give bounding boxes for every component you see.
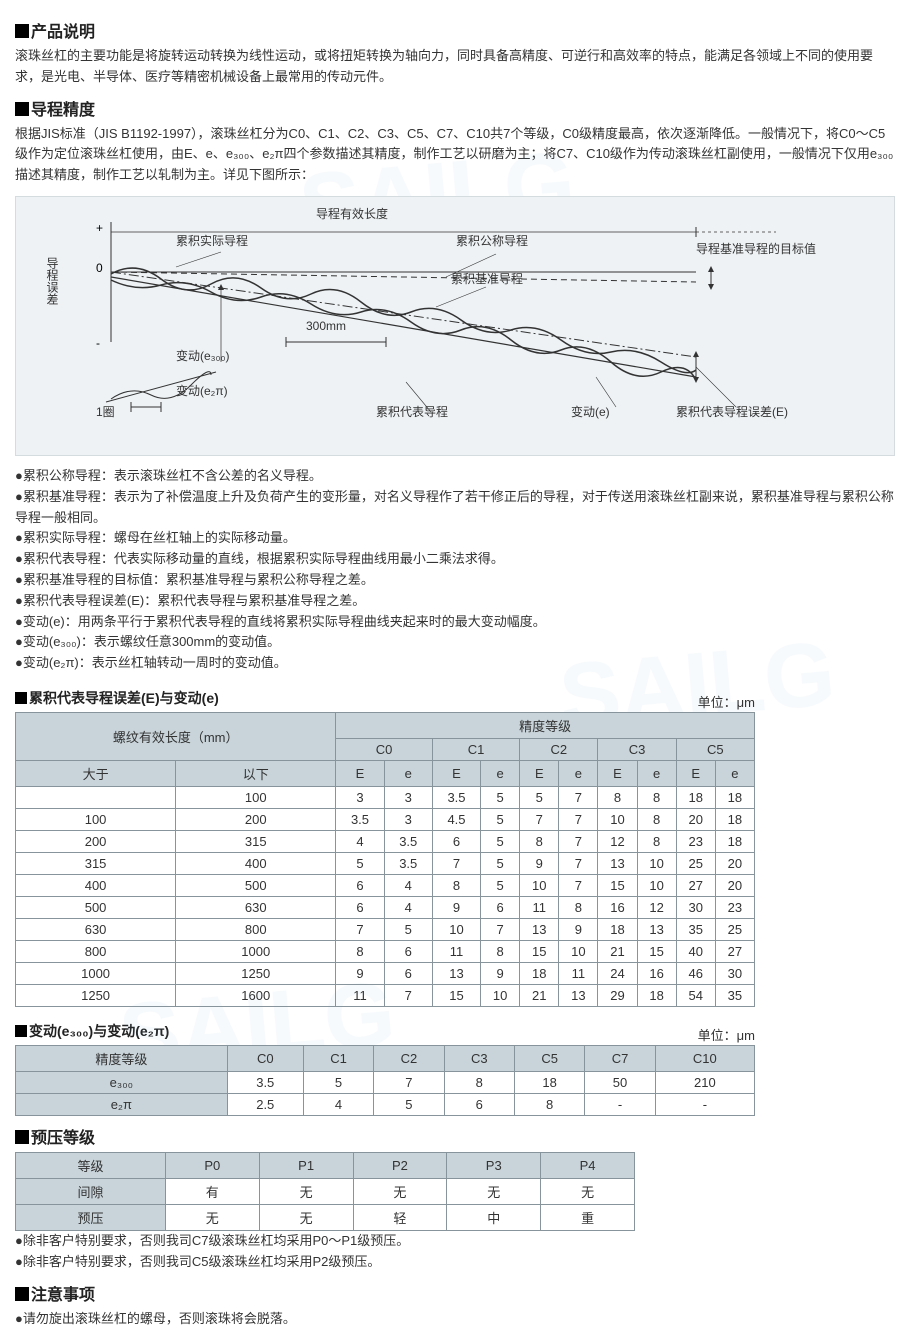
product-desc-text: 滚珠丝杠的主要功能是将旋转运动转换为线性运动，或将扭矩转换为轴向力，同时具备高精… [15,46,895,88]
definitions-list: 累积公称导程：表示滚珠丝杠不含公差的名义导程。累积基准导程：表示为了补偿温度上升… [15,466,895,674]
table2-unit: 单位：μm [698,1025,755,1044]
bullet-icon [15,634,23,649]
svg-text:+: + [96,221,103,235]
diagram-label: 导程误差 [44,257,61,305]
definition-item: 累积基准导程：表示为了补偿温度上升及负荷产生的变形量，对名义导程作了若干修正后的… [15,487,895,529]
definition-item: 累积公称导程：表示滚珠丝杠不含公差的名义导程。 [15,466,895,487]
bullet-icon [15,468,23,483]
svg-text:0: 0 [96,261,103,275]
bullet-icon [15,655,23,670]
diagram-label: 累积代表导程误差(E) [676,403,788,420]
definition-item: 累积代表导程：代表实际移动量的直线，根据累积实际导程曲线用最小二乘法求得。 [15,549,895,570]
table1-title: 累积代表导程误差(E)与变动(e) [15,688,895,708]
bullet-icon [15,1233,23,1248]
diagram-label: 累积基准导程 [451,270,523,287]
bullet-icon [15,551,23,566]
lead-diagram: + - 0 [15,196,895,456]
diagram-label: 累积公称导程 [456,232,528,249]
caution-text: 请勿旋出滚珠丝杠的螺母，否则滚珠将会脱落。 [23,1311,296,1326]
preload-note-item: 除非客户特别要求，否则我司C7级滚珠丝杠均采用P0～P1级预压。 [15,1231,895,1252]
table-preload: 等级P0P1P2P3P4间隙有无无无无预压无无轻中重 [15,1152,635,1231]
bullet-icon [15,572,23,587]
table1-unit: 单位：μm [698,692,755,711]
bullet-icon [15,614,23,629]
diagram-label: 变动(e) [571,403,610,420]
svg-text:-: - [96,336,100,350]
definition-item: 变动(e₃₀₀)：表示螺纹任意300mm的变动值。 [15,632,895,653]
caution-note: 请勿旋出滚珠丝杠的螺母，否则滚珠将会脱落。 [15,1309,895,1330]
definition-item: 变动(e)：用两条平行于累积代表导程的直线将累积实际导程曲线夹起来时的最大变动幅… [15,612,895,633]
diagram-label: 累积代表导程 [376,403,448,420]
diagram-label: 累积实际导程 [176,232,248,249]
section-title-lead: 导程精度 [15,96,895,120]
preload-note-item: 除非客户特别要求，否则我司C5级滚珠丝杠均采用P2级预压。 [15,1252,895,1273]
definition-item: 累积实际导程：螺母在丝杠轴上的实际移动量。 [15,528,895,549]
bullet-icon [15,530,23,545]
lead-acc-text: 根据JIS标准（JIS B1192-1997），滚珠丝杠分为C0、C1、C2、C… [15,124,895,186]
definition-item: 累积基准导程的目标值：累积基准导程与累积公称导程之差。 [15,570,895,591]
table-error-variation: 螺纹有效长度（mm）精度等级C0C1C2C3C5大于以下EeEeEeEeEe10… [15,712,755,1007]
section-title-caution: 注意事项 [15,1281,895,1305]
section-title-product: 产品说明 [15,18,895,42]
diagram-label: 变动(e₃₀₀) [176,347,230,364]
definition-item: 累积代表导程误差(E)：累积代表导程与累积基准导程之差。 [15,591,895,612]
diagram-label: 1圈 [96,403,115,420]
diagram-label: 导程基准导程的目标值 [696,240,816,257]
table2-title: 变动(e₃₀₀)与变动(e₂π) [15,1021,895,1041]
section-title-preload: 预压等级 [15,1124,895,1148]
bullet-icon [15,593,23,608]
bullet-icon [15,489,23,504]
preload-notes: 除非客户特别要求，否则我司C7级滚珠丝杠均采用P0～P1级预压。除非客户特别要求… [15,1231,895,1273]
definition-item: 变动(e₂π)：表示丝杠轴转动一周时的变动值。 [15,653,895,674]
diagram-label: 300mm [306,319,346,333]
bullet-icon [15,1311,23,1326]
table-e300-e2pi: 精度等级C0C1C2C3C5C7C10e₃₀₀3.55781850210e₂π2… [15,1045,755,1116]
diagram-label: 变动(e₂π) [176,382,228,399]
diagram-label: 导程有效长度 [316,205,388,222]
bullet-icon [15,1254,23,1269]
